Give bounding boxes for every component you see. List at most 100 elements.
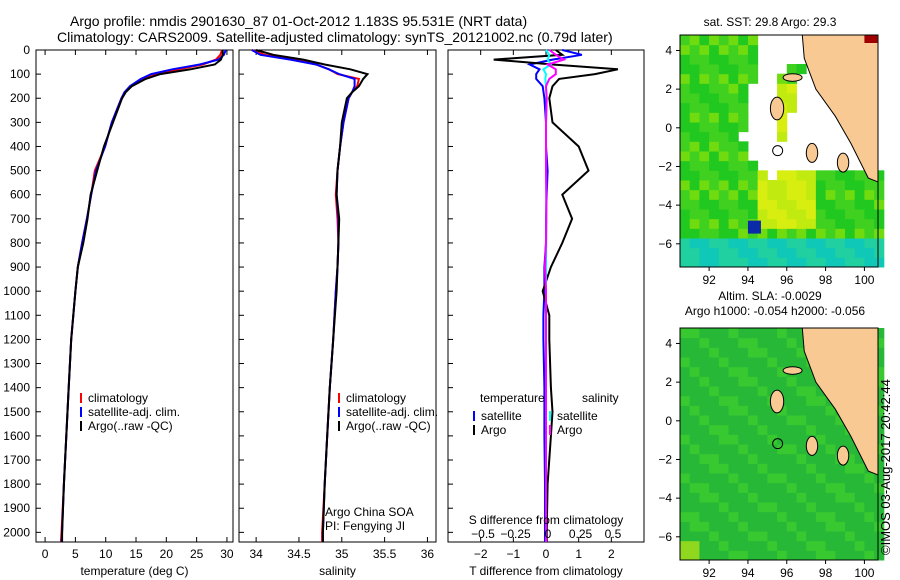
y-tick-label: 0 (665, 121, 672, 135)
x-tick-label: 98 (819, 273, 833, 287)
legend-label: satellite-adj. clim. (88, 405, 180, 419)
map-cell (854, 463, 865, 474)
map-cell (825, 502, 836, 513)
map-cell (835, 540, 846, 551)
map-cell (864, 228, 875, 239)
map-cell (718, 366, 730, 377)
map-cell (680, 482, 691, 493)
map-cell (709, 492, 720, 503)
map-cell (796, 444, 807, 455)
map-cell (738, 502, 749, 513)
map-cell (796, 247, 807, 258)
map-cell (845, 473, 856, 484)
map-cell (767, 453, 778, 464)
map-cell (747, 386, 759, 397)
map-cell (835, 257, 846, 268)
map-cell (699, 531, 710, 542)
map-cell (815, 180, 827, 191)
map-cell (806, 463, 817, 474)
map-cell (757, 405, 768, 416)
map-cell (815, 453, 827, 464)
map-cell (738, 463, 749, 474)
map-cell (738, 395, 749, 406)
map-cell (738, 93, 749, 104)
map-cell (709, 395, 720, 406)
map-cell (728, 357, 739, 368)
map-cell (777, 376, 788, 387)
map-cell (874, 228, 885, 239)
map-cell (738, 199, 749, 210)
x-tick-label: 96 (780, 566, 794, 580)
map-cell (796, 170, 807, 181)
map-cell (806, 247, 817, 258)
map-cell (728, 492, 739, 503)
map-cell (699, 83, 710, 94)
map-cell (738, 257, 749, 268)
map-cell (718, 160, 730, 171)
map-cell (699, 189, 710, 200)
map-cell (689, 257, 700, 268)
y-tick-label: 1500 (3, 405, 30, 419)
map-cell (874, 170, 885, 181)
map-cell (777, 122, 788, 133)
map-cell (689, 112, 700, 123)
map-cell (864, 247, 875, 258)
map-cell (806, 531, 817, 542)
map-cell (718, 44, 730, 55)
map-cell (709, 502, 720, 513)
x-tick-label: 2 (608, 547, 615, 561)
map-cell (845, 209, 856, 220)
map-cell (815, 386, 827, 397)
top-x-tick-label: 0.25 (569, 527, 593, 541)
map-cell (777, 199, 788, 210)
map-cell (680, 550, 691, 561)
map-cell (767, 463, 778, 474)
map-cell (757, 540, 768, 551)
map-cell (689, 131, 700, 142)
map-cell (689, 141, 700, 152)
map-cell (757, 366, 768, 377)
map-cell (747, 238, 759, 249)
map-cell (825, 521, 836, 532)
map-cell (777, 357, 788, 368)
map-cell (747, 463, 759, 474)
map-cell (747, 550, 759, 561)
map-cell (680, 238, 691, 249)
map-cell (738, 228, 749, 239)
map-cell (689, 366, 700, 377)
map-cell (747, 405, 759, 416)
map-cell (718, 141, 730, 152)
map-cell (825, 228, 836, 239)
map-cell (718, 189, 730, 200)
y-tick-label: 800 (10, 236, 30, 250)
map-cell (728, 453, 739, 464)
x-tick-label: −2 (474, 547, 488, 561)
map-cell (728, 424, 739, 435)
map-cell (815, 189, 827, 200)
x-tick-label: 94 (741, 273, 755, 287)
map-cell (777, 218, 788, 229)
series-line-argo-raw-qc- (61, 50, 224, 542)
map-cell (747, 180, 759, 191)
map-cell (845, 434, 856, 445)
map-cell (777, 328, 788, 339)
x-tick-label: 10 (99, 547, 113, 561)
map-cell (796, 395, 807, 406)
map-cell (747, 511, 759, 522)
map-cell (718, 228, 730, 239)
map-cell (786, 482, 797, 493)
map-cell (806, 218, 817, 229)
map-cell (689, 531, 700, 542)
map-cell (728, 247, 739, 258)
map-cell (777, 415, 788, 426)
map-cell (709, 73, 720, 84)
map-cell (767, 238, 778, 249)
map-cell (854, 453, 865, 464)
map-cell (777, 424, 788, 435)
map-cell (777, 93, 788, 104)
map-cell (864, 511, 875, 522)
map-cell (786, 395, 797, 406)
map-cell (689, 170, 700, 181)
map-cell (680, 453, 691, 464)
map-cell (854, 199, 865, 210)
